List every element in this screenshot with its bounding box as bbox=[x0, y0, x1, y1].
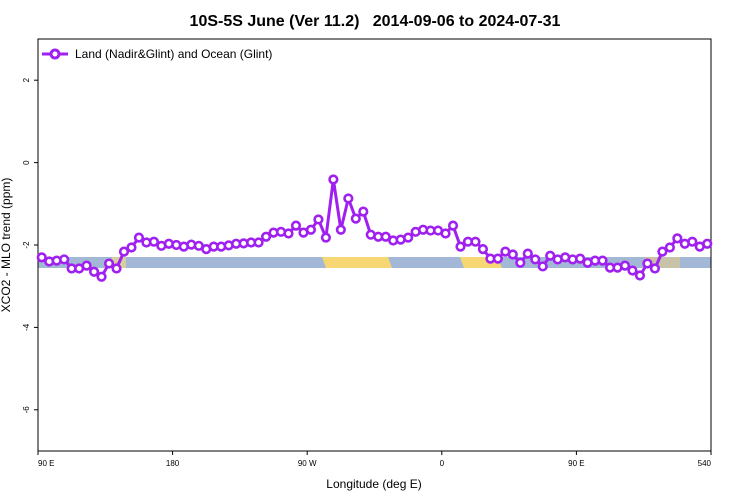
data-point bbox=[328, 174, 339, 185]
data-point bbox=[126, 242, 137, 253]
x-tick-label: 90 W bbox=[298, 459, 317, 468]
data-point bbox=[111, 263, 122, 274]
data-point bbox=[260, 231, 272, 242]
y-tick-label: -2 bbox=[22, 241, 31, 249]
data-point bbox=[702, 238, 713, 249]
data-point bbox=[657, 246, 668, 257]
data-point bbox=[380, 231, 391, 242]
data-point bbox=[597, 255, 608, 266]
legend-marker bbox=[49, 48, 61, 60]
x-tick-label: 90 E bbox=[38, 459, 54, 468]
data-point bbox=[335, 224, 346, 235]
data-point bbox=[537, 261, 548, 272]
data-point bbox=[81, 260, 92, 271]
data-point bbox=[455, 241, 466, 252]
data-point bbox=[634, 270, 646, 281]
data-point bbox=[440, 228, 451, 239]
land-band bbox=[322, 257, 392, 268]
y-tick-label: -4 bbox=[22, 323, 31, 331]
data-point bbox=[619, 260, 631, 271]
y-tick-label: 0 bbox=[22, 160, 31, 165]
data-point bbox=[649, 263, 661, 274]
data-point bbox=[253, 237, 264, 248]
data-point bbox=[290, 220, 302, 231]
legend-label: Land (Nadir&Glint) and Ocean (Glint) bbox=[75, 47, 272, 61]
data-point bbox=[36, 252, 47, 263]
data-point bbox=[492, 253, 503, 264]
data-point bbox=[522, 248, 533, 259]
data-point bbox=[118, 246, 130, 257]
data-point bbox=[664, 242, 675, 253]
data-point bbox=[350, 213, 361, 224]
data-point bbox=[575, 253, 586, 264]
data-point bbox=[515, 257, 526, 268]
data-point bbox=[96, 271, 107, 282]
data-point bbox=[148, 236, 160, 247]
data-point bbox=[642, 258, 653, 269]
data-point bbox=[313, 214, 324, 225]
x-tick-label: 540 bbox=[698, 459, 712, 468]
x-tick-label: 90 E bbox=[568, 459, 584, 468]
x-tick-label: 0 bbox=[440, 459, 445, 468]
y-tick-label: -6 bbox=[22, 406, 31, 414]
data-point bbox=[672, 233, 683, 244]
data-point bbox=[545, 250, 556, 261]
data-point bbox=[358, 206, 369, 217]
data-point bbox=[403, 232, 414, 243]
x-tick-label: 180 bbox=[166, 459, 180, 468]
plot-frame bbox=[37, 38, 712, 452]
y-tick-label: 2 bbox=[22, 77, 31, 82]
data-point bbox=[447, 220, 459, 231]
data-point bbox=[343, 193, 354, 204]
data-point bbox=[687, 236, 698, 247]
y-axis-title: XCO2 - MLO trend (ppm) bbox=[0, 178, 13, 313]
data-point bbox=[507, 249, 518, 260]
data-point bbox=[627, 265, 638, 276]
data-point bbox=[530, 254, 541, 265]
data-point bbox=[477, 244, 489, 255]
data-point bbox=[88, 266, 100, 277]
chart-title: 10S-5S June (Ver 11.2) 2014-09-06 to 202… bbox=[190, 13, 561, 30]
island-band bbox=[645, 257, 680, 268]
data-point bbox=[283, 228, 294, 239]
data-point bbox=[59, 254, 70, 265]
data-point bbox=[103, 258, 115, 269]
data-point bbox=[320, 232, 331, 243]
data-point bbox=[133, 232, 145, 243]
data-point bbox=[470, 236, 481, 247]
x-axis-title: Longitude (deg E) bbox=[326, 477, 421, 491]
data-point bbox=[305, 224, 317, 235]
legend: Land (Nadir&Glint) and Ocean (Glint) bbox=[42, 47, 272, 61]
